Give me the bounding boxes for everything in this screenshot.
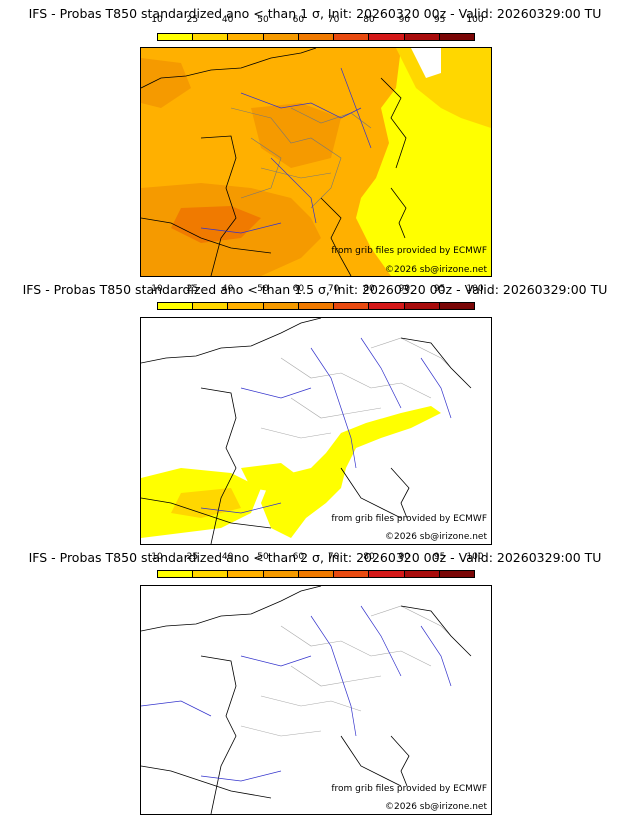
colorbar: 10 25 40 50 60 70 80 90 95 100	[151, 552, 484, 580]
probability-map: from grib files provided by ECMWF ©2026 …	[140, 585, 492, 815]
colorbar-swatch	[439, 34, 474, 40]
colorbar-tick-label: 60	[292, 552, 305, 562]
colorbar-swatch	[263, 303, 299, 309]
colorbar: 10 25 40 50 60 70 80 90 95 100	[151, 284, 484, 312]
colorbar-tick-label: 25	[186, 15, 199, 25]
colorbar-swatch	[334, 34, 370, 40]
panel-title: IFS - Probas T850 standardized ano < tha…	[28, 6, 602, 21]
colorbar-tick-label: 90	[398, 284, 411, 294]
colorbar-tick-label: 10	[151, 552, 163, 562]
colorbar-strip	[157, 570, 475, 578]
colorbar-tick-label: 90	[398, 552, 411, 562]
colorbar-swatch	[263, 34, 299, 40]
colorbar-swatch	[334, 571, 370, 577]
colorbar-tick-label: 100	[466, 552, 484, 562]
colorbar-swatch	[369, 303, 405, 309]
source-credit: from grib files provided by ECMWF	[331, 784, 487, 794]
colorbar-tick-label: 40	[221, 552, 234, 562]
colorbar-tick-label: 70	[327, 15, 340, 25]
colorbar-tick-label: 95	[433, 15, 446, 25]
colorbar-tick-label: 50	[257, 552, 269, 562]
colorbar-tick-label: 70	[327, 552, 340, 562]
colorbar-swatch	[193, 303, 229, 309]
colorbar-swatch	[439, 571, 474, 577]
colorbar-tick-label: 40	[221, 15, 234, 25]
copyright-credit: ©2026 sb@irizone.net	[385, 802, 487, 812]
colorbar-tick-label: 90	[398, 15, 411, 25]
colorbar-strip	[157, 33, 475, 41]
colorbar-tick-label: 60	[292, 284, 305, 294]
colorbar-swatch	[369, 34, 405, 40]
colorbar-swatch	[439, 303, 474, 309]
copyright-credit: ©2026 sb@irizone.net	[385, 265, 487, 275]
probability-map: from grib files provided by ECMWF ©2026 …	[140, 47, 492, 277]
colorbar-tick-label: 95	[433, 552, 446, 562]
colorbar-tick-label: 95	[433, 284, 446, 294]
colorbar-swatch	[228, 34, 264, 40]
colorbar-tick-label: 40	[221, 284, 234, 294]
colorbar-swatch	[404, 34, 440, 40]
colorbar-swatch	[298, 571, 335, 577]
probability-map: from grib files provided by ECMWF ©2026 …	[140, 317, 492, 545]
colorbar-tick-label: 100	[466, 284, 484, 294]
source-credit: from grib files provided by ECMWF	[331, 246, 487, 256]
colorbar-swatch	[263, 571, 299, 577]
colorbar-tick-label: 50	[257, 15, 269, 25]
colorbar-swatch	[158, 34, 194, 40]
colorbar-swatch	[193, 34, 229, 40]
colorbar-tick-label: 70	[327, 284, 340, 294]
colorbar-tick-label: 25	[186, 284, 199, 294]
colorbar-tick-label: 60	[292, 15, 305, 25]
colorbar-tick-label: 80	[363, 284, 375, 294]
colorbar-strip	[157, 302, 475, 310]
panel-title: IFS - Probas T850 standardized ano < tha…	[28, 550, 602, 565]
colorbar-swatch	[193, 571, 229, 577]
colorbar-tick-label: 50	[257, 284, 269, 294]
colorbar-swatch	[298, 303, 335, 309]
colorbar-swatch	[298, 34, 335, 40]
colorbar-swatch	[228, 303, 264, 309]
colorbar-swatch	[404, 571, 440, 577]
colorbar: 10 25 40 50 60 70 80 90 95 100	[151, 15, 484, 43]
colorbar-swatch	[404, 303, 440, 309]
colorbar-tick-label: 10	[151, 284, 163, 294]
colorbar-swatch	[334, 303, 370, 309]
copyright-credit: ©2026 sb@irizone.net	[385, 532, 487, 542]
panel-title: IFS - Probas T850 standardized ano < tha…	[22, 282, 608, 297]
colorbar-swatch	[158, 303, 194, 309]
colorbar-swatch	[158, 571, 194, 577]
colorbar-tick-label: 100	[466, 15, 484, 25]
colorbar-tick-label: 10	[151, 15, 163, 25]
colorbar-tick-label: 25	[186, 552, 199, 562]
source-credit: from grib files provided by ECMWF	[331, 514, 487, 524]
colorbar-swatch	[228, 571, 264, 577]
colorbar-tick-label: 80	[363, 15, 375, 25]
colorbar-swatch	[369, 571, 405, 577]
colorbar-tick-label: 80	[363, 552, 375, 562]
